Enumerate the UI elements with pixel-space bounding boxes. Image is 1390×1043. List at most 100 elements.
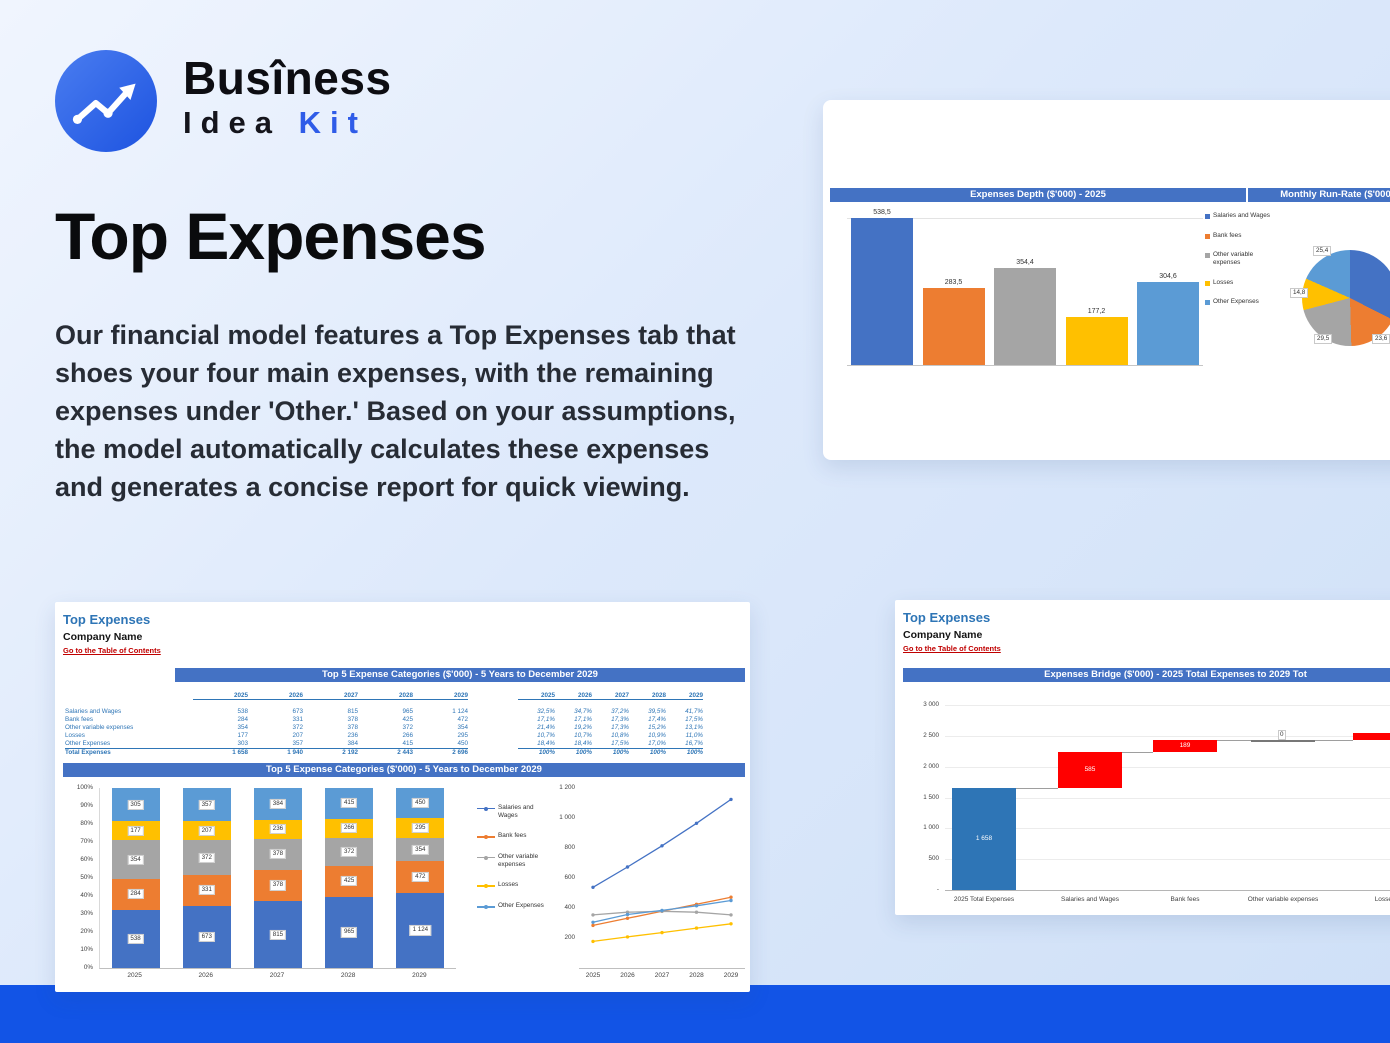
line-point-marker bbox=[625, 865, 630, 869]
depth-bar bbox=[851, 218, 913, 365]
table-cell: 331 bbox=[292, 716, 303, 723]
segment-data-label: 965 bbox=[340, 927, 358, 938]
legend-label: Salaries and Wages bbox=[1213, 212, 1270, 219]
table-cell: 17,1% bbox=[537, 716, 555, 723]
y-axis-tick-label: 1 000 bbox=[559, 814, 575, 821]
stacked-segment: 295 bbox=[396, 818, 445, 838]
stacked-segment: 236 bbox=[253, 819, 302, 839]
x-axis-line bbox=[945, 890, 1390, 891]
stacked-segment: 354 bbox=[111, 840, 160, 879]
bar-value-label: 283,5 bbox=[944, 278, 963, 286]
line-point-marker bbox=[625, 935, 630, 939]
table-cell: 207 bbox=[292, 732, 303, 739]
depth-bar-chart: 538,5 283,5 354,4 177,2 304,6 bbox=[847, 200, 1203, 365]
legend-label: Other Expenses bbox=[1213, 298, 1259, 306]
segment-data-label: 372 bbox=[340, 846, 358, 857]
line-point-marker bbox=[591, 923, 595, 928]
depth-bar-column: 283,5 bbox=[922, 200, 985, 365]
y-axis-tick-label: - bbox=[936, 886, 939, 893]
table-cell: 284 bbox=[237, 716, 248, 723]
expenses-depth-card: Expenses Depth ($'000) - 2025 Monthly Ru… bbox=[823, 100, 1390, 460]
table-cell: 18,4% bbox=[537, 740, 555, 747]
table-of-contents-link[interactable]: Go to the Table of Contents bbox=[63, 646, 161, 655]
segment-data-label: 266 bbox=[340, 823, 358, 834]
x-axis-category-label: 2027 bbox=[269, 972, 285, 979]
depth-bar bbox=[1137, 281, 1199, 365]
table-cell: 2029 bbox=[666, 692, 703, 700]
table-cell bbox=[303, 700, 358, 708]
table-cell: 354 bbox=[457, 724, 468, 731]
legend-marker-dot bbox=[484, 834, 488, 839]
depth-bar-column: 538,5 bbox=[851, 200, 913, 365]
table-cell: 11,0% bbox=[685, 732, 703, 739]
table-cell: 2025 bbox=[193, 692, 248, 700]
legend-swatch bbox=[1205, 280, 1210, 286]
waterfall-connector bbox=[1122, 751, 1153, 753]
expenses-bridge-chart-title: Expenses Bridge ($'000) - 2025 Total Exp… bbox=[903, 668, 1390, 682]
y-axis-tick-label: 500 bbox=[928, 855, 939, 863]
stacked-segment: 415 bbox=[325, 788, 374, 819]
bridge-bar bbox=[1353, 732, 1390, 741]
pie-data-label: 29,5 bbox=[1314, 334, 1333, 345]
segment-data-label: 284 bbox=[127, 889, 144, 900]
legend-marker-dot bbox=[484, 855, 488, 860]
depth-bar-column: 177,2 bbox=[1065, 200, 1128, 365]
depth-bar bbox=[1065, 316, 1128, 365]
legend-item: Losses bbox=[1205, 279, 1271, 287]
line-point-marker bbox=[660, 908, 664, 913]
line-point-marker bbox=[591, 920, 595, 924]
table-cell: 17,3% bbox=[611, 724, 629, 731]
legend-label: Other variable expenses bbox=[498, 853, 539, 868]
line-point-marker bbox=[660, 930, 664, 935]
table-cell: 2 696 bbox=[413, 748, 468, 756]
y-axis-tick-label: 90% bbox=[80, 802, 93, 809]
gridline bbox=[945, 705, 1390, 706]
y-axis-tick-label: 50% bbox=[80, 874, 93, 881]
segment-data-label: 415 bbox=[340, 798, 358, 809]
stacked-segment: 965 bbox=[325, 896, 374, 968]
legend-label: Losses bbox=[498, 881, 519, 889]
segment-data-label: 331 bbox=[198, 885, 215, 896]
table-cell: 15,2% bbox=[648, 724, 666, 731]
table-cell: 32,5% bbox=[537, 708, 555, 715]
legend-item: Other variable expenses bbox=[477, 853, 547, 868]
table-cell: 17,5% bbox=[685, 716, 703, 723]
sheet-title: Top Expenses bbox=[903, 610, 991, 625]
segment-data-label: 207 bbox=[198, 825, 215, 836]
table-cell: 1 940 bbox=[248, 748, 303, 756]
line-point-marker bbox=[591, 913, 595, 917]
gridline bbox=[945, 735, 1390, 737]
trend-arrow-icon bbox=[72, 83, 136, 124]
depth-bar-column: 354,4 bbox=[994, 200, 1056, 365]
line-point-marker bbox=[694, 821, 699, 825]
bridge-y-axis: 3 000 2 500 2 000 1 500 1 000 500 - bbox=[905, 600, 939, 900]
stacked-segment: 372 bbox=[325, 838, 374, 866]
y-axis-tick-label: 20% bbox=[80, 928, 93, 935]
y-axis-tick-label: 2 000 bbox=[923, 762, 939, 770]
table-cell: 372 bbox=[402, 724, 413, 731]
y-axis-tick-label: 600 bbox=[564, 874, 575, 881]
table-cell: 965 bbox=[402, 708, 413, 715]
table-cell: Total Expenses bbox=[65, 748, 193, 756]
table-cell: Salaries and Wages bbox=[65, 708, 122, 715]
stacked-bar: 1 124 472 354 295 450 bbox=[396, 788, 445, 968]
legend-label: Other variable expenses bbox=[1213, 251, 1254, 267]
table-cell: 100% bbox=[518, 748, 555, 756]
stacked-segment: 472 bbox=[396, 861, 445, 893]
table-of-contents-link[interactable]: Go to the Table of Contents bbox=[903, 644, 1001, 653]
logo-wordmark-bottom: Idea Kit bbox=[183, 105, 392, 141]
x-axis-category-label: Bank fees bbox=[1170, 896, 1200, 903]
y-axis-tick-label: 2 500 bbox=[923, 731, 939, 739]
logo[interactable]: Busîness Idea Kit bbox=[55, 50, 392, 152]
expenses-bridge-card: Top Expenses Company Name Go to the Tabl… bbox=[895, 600, 1390, 915]
segment-data-label: 295 bbox=[412, 822, 429, 833]
bridge-bar: 1 658 bbox=[952, 787, 1016, 890]
legend-line-marker bbox=[477, 806, 495, 811]
expenses-depth-chart-title: Expenses Depth ($'000) - 2025 bbox=[830, 188, 1246, 202]
stacked-segment: 305 bbox=[111, 788, 160, 822]
table-cell: 100% bbox=[629, 748, 666, 756]
y-axis-tick-label: 1 200 bbox=[559, 784, 575, 791]
legend-line-marker bbox=[477, 883, 495, 888]
line-chart-x-axis-line bbox=[579, 968, 745, 969]
table-cell bbox=[468, 724, 518, 732]
